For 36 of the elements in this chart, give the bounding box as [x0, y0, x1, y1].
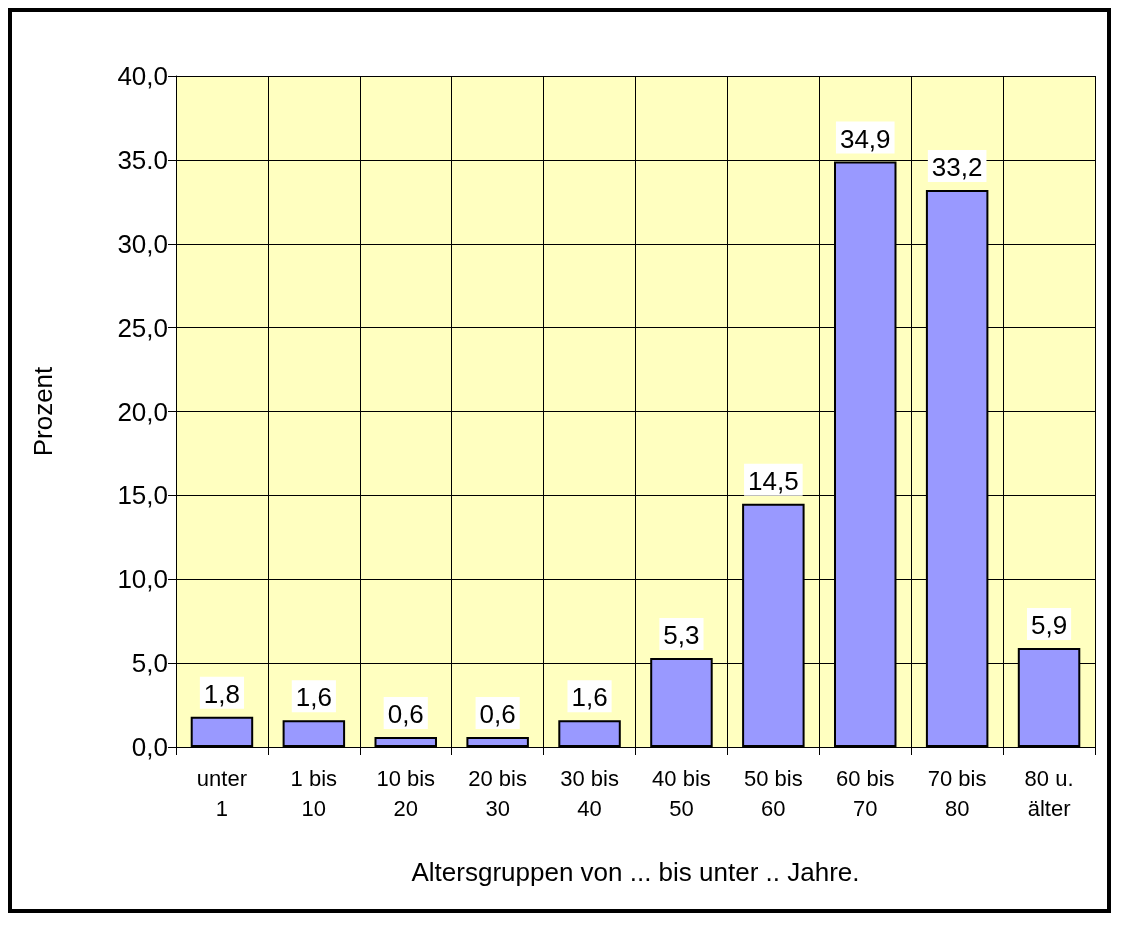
x-tick-label: 60 bis 70 — [835, 765, 895, 821]
y-tick-label: 0,0 — [131, 732, 168, 762]
bar — [190, 716, 254, 747]
x-tick-label: 20 bis 30 — [468, 765, 528, 821]
x-tick-label: 70 bis 80 — [927, 765, 987, 821]
bar — [558, 720, 621, 747]
y-tick-label: 30,0 — [117, 228, 168, 259]
x-axis-title: Altersgruppen von ... bis unter .. Jahre. — [411, 857, 860, 887]
x-tick-label: 10 bis 20 — [376, 765, 436, 821]
x-tick-label: 30 bis 40 — [560, 765, 619, 821]
bar — [466, 736, 529, 747]
data-label: 1,8 — [203, 678, 241, 709]
y-tick-label: 5,0 — [131, 648, 168, 679]
x-tick-label: 50 bis 60 — [743, 765, 803, 821]
data-label: 5,9 — [1030, 610, 1068, 641]
x-tick-label: 40 bis 50 — [652, 765, 711, 821]
y-tick-label: 20,0 — [117, 396, 168, 427]
y-tick-label: 10,0 — [117, 564, 168, 595]
data-label: 14,5 — [748, 465, 799, 496]
y-tick-label: 40,0 — [117, 61, 168, 91]
data-label: 0,6 — [387, 698, 424, 729]
data-label: 0,6 — [479, 698, 516, 729]
data-label: 1,6 — [295, 682, 332, 713]
x-tick-label: 80 u. älter — [1024, 765, 1074, 821]
data-label: 1,6 — [571, 682, 608, 713]
x-tick-label: 1 bis 10 — [290, 765, 338, 821]
bar — [282, 720, 346, 747]
y-axis-title: Prozent — [28, 365, 58, 457]
y-tick-label: 25,0 — [117, 312, 168, 343]
x-tick-label: unter 1 — [196, 765, 248, 821]
y-tick-label: 15,0 — [117, 480, 168, 511]
y-tick-label: 35.0 — [117, 144, 168, 175]
data-label: 34,9 — [839, 123, 891, 154]
data-label: 33,2 — [931, 152, 983, 183]
data-label: 5,3 — [663, 620, 700, 651]
bar — [374, 736, 437, 747]
